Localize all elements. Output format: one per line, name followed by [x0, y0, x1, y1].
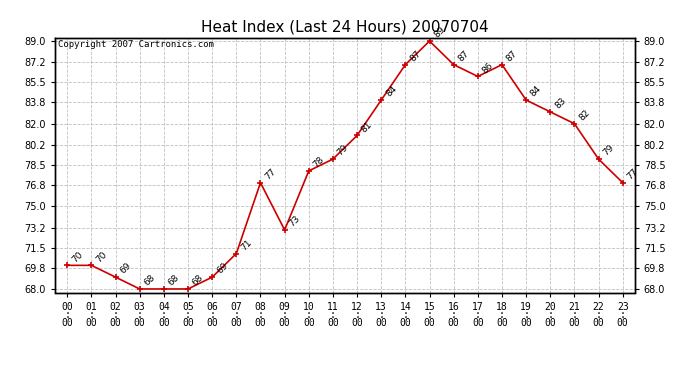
Text: 89: 89 [433, 25, 447, 40]
Text: 82: 82 [578, 108, 591, 122]
Text: Copyright 2007 Cartronics.com: Copyright 2007 Cartronics.com [58, 40, 214, 49]
Text: 86: 86 [481, 61, 495, 75]
Text: 70: 70 [95, 249, 109, 264]
Text: 73: 73 [288, 214, 302, 228]
Text: 87: 87 [505, 49, 520, 63]
Title: Heat Index (Last 24 Hours) 20070704: Heat Index (Last 24 Hours) 20070704 [201, 20, 489, 35]
Text: 77: 77 [264, 167, 278, 182]
Text: 69: 69 [119, 261, 133, 276]
Text: 68: 68 [143, 273, 157, 288]
Text: 70: 70 [70, 249, 85, 264]
Text: 68: 68 [191, 273, 206, 288]
Text: 71: 71 [239, 238, 254, 252]
Text: 77: 77 [626, 167, 640, 182]
Text: 84: 84 [384, 84, 398, 99]
Text: 81: 81 [360, 120, 375, 134]
Text: 83: 83 [553, 96, 568, 111]
Text: 79: 79 [336, 143, 351, 158]
Text: 78: 78 [312, 155, 326, 170]
Text: 79: 79 [602, 143, 616, 158]
Text: 87: 87 [457, 49, 471, 63]
Text: 84: 84 [529, 84, 543, 99]
Text: 69: 69 [215, 261, 230, 276]
Text: 87: 87 [408, 49, 423, 63]
Text: 68: 68 [167, 273, 181, 288]
